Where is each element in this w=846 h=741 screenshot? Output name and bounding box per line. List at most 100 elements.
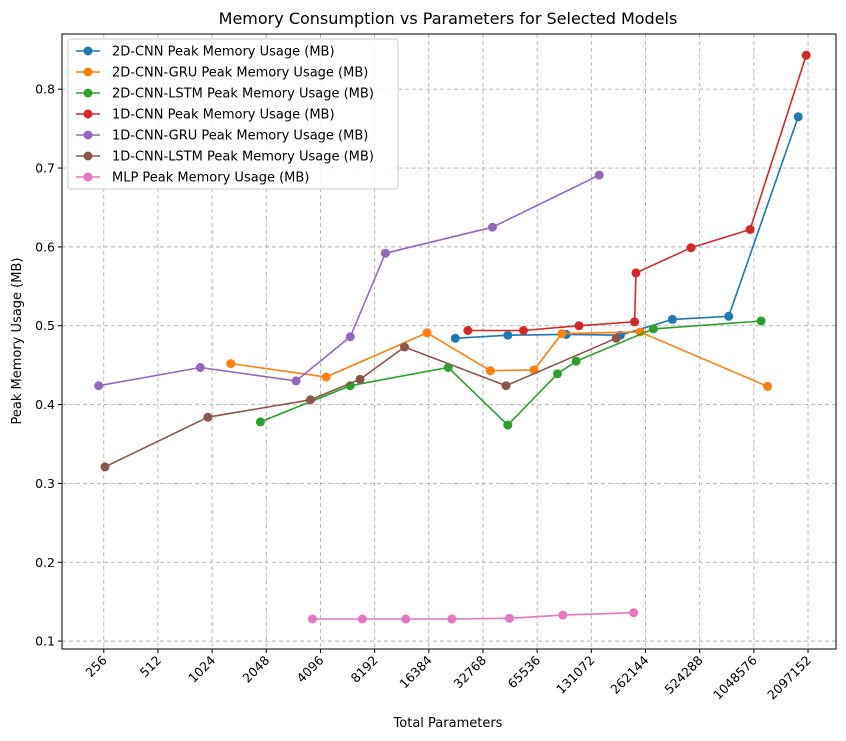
legend-box (67, 38, 399, 190)
data-point (667, 314, 677, 324)
data-point (401, 614, 411, 624)
x-axis: 256 512 1024 2048 4096 8192 16384 32768 65536 131… (82, 649, 814, 702)
data-point (801, 50, 811, 60)
data-point (291, 376, 301, 386)
y-tick-label: 0.2 (35, 555, 55, 570)
data-point (255, 417, 265, 427)
legend-marker (83, 130, 93, 140)
legend-label: MLP Peak Memory Usage (MB) (112, 171, 309, 186)
series-2 (226, 327, 773, 391)
y-axis-title: Peak Memory Usage (MB) (10, 258, 25, 425)
data-point (756, 316, 766, 326)
data-point (447, 614, 457, 624)
x-tick-label: 16384 (396, 652, 435, 691)
x-tick-label: 8192 (348, 653, 381, 686)
legend-label: 2D-CNN-GRU Peak Memory Usage (MB) (112, 66, 368, 81)
data-point (355, 374, 365, 384)
legend-label: 1D-CNN-GRU Peak Memory Usage (MB) (112, 129, 368, 144)
legend-marker (83, 88, 93, 98)
x-tick-label: 512 (137, 653, 164, 680)
y-tick-label: 0.1 (35, 634, 55, 649)
y-tick-label: 0.8 (35, 82, 55, 97)
legend-item: 2D-CNN Peak Memory Usage (MB) (76, 45, 335, 60)
data-point (630, 317, 640, 327)
data-point (450, 333, 460, 343)
data-point (558, 610, 568, 620)
data-point (594, 170, 604, 180)
x-tick-label: 2097152 (764, 653, 814, 703)
y-tick-label: 0.3 (35, 476, 55, 491)
data-point (503, 330, 513, 340)
series-6 (100, 333, 621, 472)
data-point (686, 243, 696, 253)
x-tick-label: 65536 (505, 652, 544, 691)
data-point (308, 614, 317, 624)
data-point (611, 333, 621, 343)
legend-item: 1D-CNN-LSTM Peak Memory Usage (MB) (76, 150, 374, 165)
legend-label: 2D-CNN Peak Memory Usage (MB) (112, 45, 335, 60)
data-point (321, 372, 331, 382)
data-point (553, 369, 562, 379)
legend-item: MLP Peak Memory Usage (MB) (76, 171, 309, 186)
x-tick-label: 524288 (661, 652, 705, 696)
series-line (98, 174, 600, 387)
y-tick-label: 0.5 (35, 318, 55, 333)
legend-marker (83, 67, 93, 77)
data-point (724, 311, 734, 321)
legend-marker (83, 109, 93, 119)
data-point (793, 112, 803, 122)
x-tick-label: 32768 (450, 652, 489, 691)
grid-lines (62, 34, 836, 649)
series-line (260, 320, 762, 427)
data-point (501, 381, 511, 391)
legend-marker (83, 172, 93, 182)
data-point (195, 363, 205, 372)
x-tick-label: 4096 (293, 652, 326, 685)
x-tick-label: 262144 (607, 652, 651, 696)
legend: 2D-CNN Peak Memory Usage (MB) 2D-CNN-GRU … (67, 38, 399, 190)
legend-item: 2D-CNN-GRU Peak Memory Usage (MB) (76, 66, 368, 81)
legend-label: 2D-CNN-LSTM Peak Memory Usage (MB) (112, 87, 374, 102)
x-tick-label: 256 (82, 652, 110, 680)
legend-item: 1D-CNN-GRU Peak Memory Usage (MB) (76, 129, 368, 144)
y-axis: 0.1 0.2 0.3 0.4 0.5 0.6 0.7 0.8 (35, 82, 62, 649)
data-point (571, 356, 581, 366)
data-point (305, 395, 315, 405)
legend-item: 1D-CNN Peak Memory Usage (MB) (76, 108, 335, 123)
data-point (345, 332, 355, 342)
data-point (648, 324, 658, 334)
legend-label: 1D-CNN-LSTM Peak Memory Usage (MB) (112, 150, 374, 165)
data-point (519, 326, 528, 335)
data-point (463, 326, 473, 335)
series-line (104, 337, 617, 468)
data-point (557, 329, 567, 339)
data-point (100, 462, 110, 472)
series-line (467, 55, 807, 332)
data-point (631, 268, 641, 278)
y-tick-label: 0.6 (35, 239, 55, 254)
series-4 (463, 50, 811, 335)
series-7 (308, 608, 639, 624)
data-point (574, 321, 584, 331)
data-point (629, 608, 639, 618)
legend-label: 1D-CNN Peak Memory Usage (MB) (112, 108, 335, 123)
data-point (94, 381, 104, 391)
legend-item: 2D-CNN-LSTM Peak Memory Usage (MB) (76, 87, 374, 102)
data-point (422, 328, 432, 338)
legend-marker (83, 151, 93, 161)
data-point (203, 412, 213, 422)
x-tick-label: 1024 (185, 652, 218, 685)
data-point (357, 614, 367, 624)
plot-area-frame (61, 33, 837, 650)
data-point (505, 613, 514, 623)
x-tick-label: 1048576 (710, 652, 760, 702)
series-5 (94, 170, 604, 391)
data-point (488, 222, 497, 232)
data-point (745, 225, 755, 234)
x-tick-label: 131072 (553, 653, 597, 697)
data-point (503, 420, 513, 430)
series-layer (94, 50, 811, 624)
data-point (763, 381, 773, 391)
data-point (400, 342, 409, 352)
x-axis-title: Total Parameters (393, 716, 503, 731)
